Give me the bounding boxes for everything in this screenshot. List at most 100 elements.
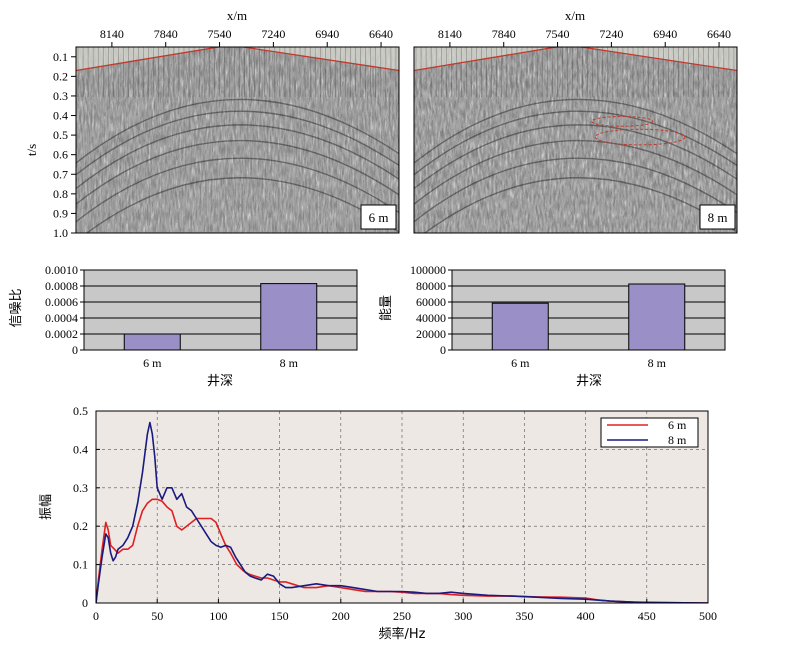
x-tick-label: 7240 [261, 27, 285, 41]
x-tick-label: 6 m [143, 356, 162, 370]
x-tick-label: 6640 [369, 27, 393, 41]
depth-label: 8 m [708, 210, 728, 225]
reflection-event [76, 110, 399, 176]
y-tick-label: 60000 [416, 295, 446, 309]
reflection-event [76, 124, 399, 190]
seismic-texture [76, 47, 399, 233]
y-tick-label: 0.6 [53, 148, 68, 162]
y-axis-label: 振幅 [39, 494, 54, 520]
series-line-8m [96, 421, 708, 603]
y-tick-label: 0.2 [73, 519, 88, 533]
highlight-ellipse [591, 116, 654, 127]
reflection-event [414, 98, 737, 164]
first-break-line [76, 47, 399, 72]
reflection-event [76, 98, 399, 164]
y-tick-label: 0 [440, 343, 446, 357]
y-tick-label: 0.4 [53, 109, 68, 123]
amplitude-spectrum-chart: 0 50 100 150 200 250 300 350 400 450 500 0 0.1 0.2 0.… [39, 404, 717, 642]
y-tick-label: 0 [72, 343, 78, 357]
y-tick-label: 0.5 [73, 404, 88, 418]
near-surface-zone [76, 47, 399, 71]
reflection-event [76, 139, 399, 205]
y-tick-label: 0.3 [73, 481, 88, 495]
x-tick-label: 8 m [648, 356, 667, 370]
y-tick-label: 0.2 [53, 69, 68, 83]
y-tick-label: 0.1 [73, 558, 88, 572]
y-tick-label: 0.3 [53, 89, 68, 103]
x-tick-label: 7540 [208, 27, 232, 41]
x-tick-label: 7540 [546, 27, 570, 41]
first-break-line [414, 47, 737, 72]
x-tick-label: 300 [454, 609, 472, 623]
legend-label-8m: 8 m [668, 433, 687, 447]
y-tick-label: 100000 [410, 263, 446, 277]
depth-label-box [360, 204, 397, 230]
depth-label: 6 m [369, 210, 389, 225]
x-tick-label: 8140 [438, 27, 462, 41]
x-tick-label: 400 [577, 609, 595, 623]
x-tick-label: 150 [271, 609, 289, 623]
x-tick-label: 0 [93, 609, 99, 623]
depth-label-box [699, 204, 736, 230]
x-tick-label: 100 [209, 609, 227, 623]
series-line-6m [96, 498, 708, 603]
bar-8m [628, 283, 686, 351]
highlight-ellipse [594, 128, 686, 146]
snr-bar-chart: 0 0.0002 0.0004 0.0006 0.0008 0.0010 6 m 8 m 信… [9, 263, 358, 389]
x-tick-label: 6940 [653, 27, 677, 41]
y-tick-label: 40000 [416, 311, 446, 325]
x-axis-label: x/m [565, 8, 585, 23]
x-tick-label: 6640 [707, 27, 731, 41]
bar-6m [491, 302, 549, 351]
y-axis-label: 信噪比 [9, 288, 24, 327]
x-tick-label: 250 [393, 609, 411, 623]
x-tick-label: 7240 [599, 27, 623, 41]
bar-6m [123, 333, 181, 351]
reflection-event [414, 139, 737, 205]
y-tick-label: 0.0004 [45, 311, 78, 325]
legend: 6 m 8 m [600, 417, 699, 448]
y-axis-label: t/s [24, 144, 39, 156]
y-tick-label: 0.7 [53, 167, 68, 181]
energy-bar-chart: 0 20000 40000 60000 80000 100000 6 m 8 m 能量 井深 [379, 263, 726, 389]
x-axis-label: 井深 [207, 374, 233, 389]
reflection-event [414, 157, 737, 223]
x-axis-label: 频率/Hz [379, 626, 426, 642]
x-tick-label: 7840 [492, 27, 516, 41]
x-tick-label: 6940 [315, 27, 339, 41]
x-tick-label: 500 [699, 609, 717, 623]
reflection-event [414, 110, 737, 176]
seismic-texture [414, 47, 737, 233]
y-tick-label: 20000 [416, 327, 446, 341]
x-tick-label: 8140 [100, 27, 124, 41]
y-tick-label: 0.0010 [45, 263, 78, 277]
x-tick-label: 450 [638, 609, 656, 623]
y-tick-label: 0.0006 [45, 295, 78, 309]
near-surface-zone [414, 47, 737, 71]
x-tick-label: 8 m [280, 356, 299, 370]
seismic-panel-8m: x/m 8140 7840 7540 7240 6940 6640 8 m [413, 8, 738, 234]
reflection-event [414, 124, 737, 190]
y-tick-label: 0.4 [73, 442, 88, 456]
y-tick-label: 0 [82, 596, 88, 610]
y-tick-label: 1.0 [53, 226, 68, 240]
bar-8m [260, 283, 318, 351]
y-tick-label: 0.0008 [45, 279, 78, 293]
x-tick-label: 6 m [511, 356, 530, 370]
seismic-panel-6m: x/m 8140 7840 7540 7240 6940 6640 0.1 0.2 0.3 0.… [24, 8, 400, 240]
legend-box [600, 417, 699, 448]
reflection-event [76, 157, 399, 223]
x-tick-label: 350 [515, 609, 533, 623]
y-tick-label: 0.0002 [45, 327, 78, 341]
y-tick-label: 0.9 [53, 206, 68, 220]
y-tick-label: 80000 [416, 279, 446, 293]
y-tick-label: 0.1 [53, 50, 68, 64]
x-tick-label: 7840 [154, 27, 178, 41]
y-tick-label: 0.5 [53, 128, 68, 142]
legend-label-6m: 6 m [668, 418, 687, 432]
x-axis-label: x/m [227, 8, 247, 23]
reflection-event [85, 177, 399, 233]
reflection-event [423, 177, 737, 233]
y-axis-label: 能量 [379, 295, 394, 321]
